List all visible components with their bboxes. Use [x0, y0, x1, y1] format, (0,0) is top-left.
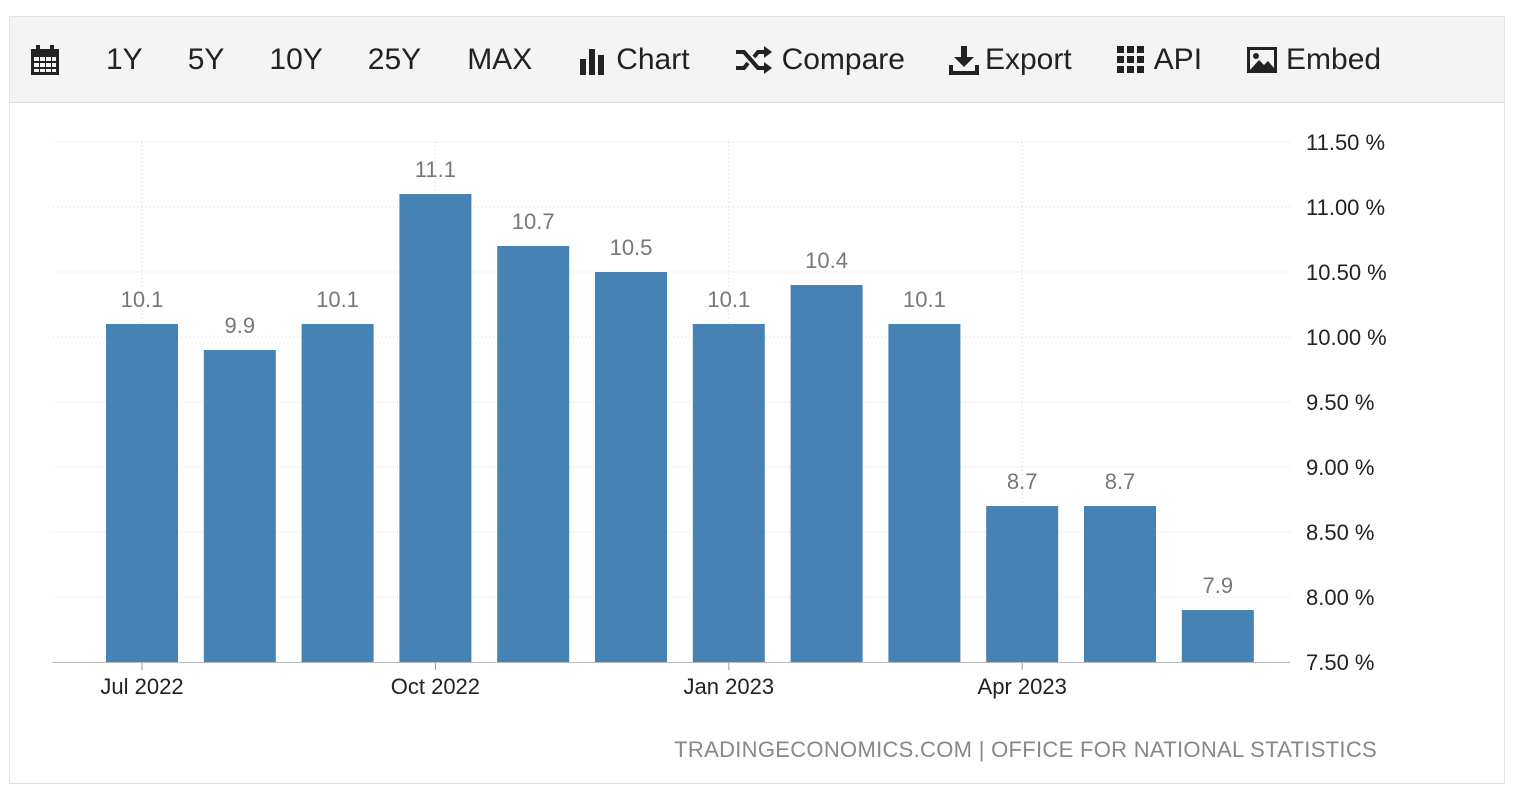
- bar: [790, 285, 863, 662]
- bar: [106, 324, 178, 662]
- range-10y-button[interactable]: 10Y: [269, 42, 323, 76]
- bar-data-label: 11.1: [415, 157, 456, 182]
- y-tick-label: 9.50 %: [1306, 390, 1375, 415]
- y-tick-label: 7.50 %: [1306, 650, 1375, 675]
- bar-data-label: 8.7: [1007, 469, 1038, 494]
- calendar-button[interactable]: [30, 44, 60, 76]
- range-max-button[interactable]: MAX: [467, 42, 533, 76]
- embed-label: Embed: [1286, 42, 1382, 76]
- toolbar: 1Y 5Y 10Y 25Y MAX Chart Compare: [10, 17, 1504, 103]
- grid-icon: [1116, 45, 1144, 73]
- bar: [1181, 610, 1254, 662]
- x-tick-label: Apr 2023: [978, 674, 1067, 699]
- bar: [986, 506, 1059, 662]
- bar-data-label: 10.1: [707, 287, 750, 312]
- source-attribution: TRADINGECONOMICS.COM | OFFICE FOR NATION…: [674, 737, 1377, 762]
- bar-data-label: 10.4: [805, 248, 848, 273]
- bar: [203, 350, 276, 662]
- chart-type-button[interactable]: Chart: [578, 42, 690, 77]
- y-tick-label: 11.50 %: [1306, 130, 1385, 155]
- x-tick-label: Jul 2022: [100, 674, 183, 699]
- api-label: API: [1153, 42, 1203, 76]
- bar: [1084, 506, 1156, 662]
- embed-button[interactable]: Embed: [1246, 43, 1381, 77]
- range-5y-button[interactable]: 5Y: [187, 42, 225, 76]
- y-tick-label: 8.00 %: [1306, 585, 1375, 610]
- bar-data-label: 10.1: [121, 287, 164, 312]
- range-25y-button[interactable]: 25Y: [367, 42, 422, 76]
- bar-data-label: 7.9: [1203, 573, 1234, 598]
- bar: [692, 324, 765, 662]
- range-1y-button[interactable]: 1Y: [106, 42, 143, 76]
- bar-chart-icon: [580, 48, 605, 75]
- bar: [301, 324, 374, 662]
- bar: [497, 246, 570, 662]
- bar-data-label: 10.5: [610, 235, 653, 260]
- x-tick-label: Oct 2022: [391, 674, 480, 699]
- bar-data-label: 8.7: [1105, 469, 1136, 494]
- bar: [399, 194, 472, 662]
- y-tick-label: 10.00 %: [1306, 325, 1387, 350]
- api-button[interactable]: API: [1116, 43, 1202, 77]
- y-tick-label: 10.50 %: [1306, 260, 1387, 285]
- bar-data-label: 9.9: [225, 313, 256, 338]
- bar-data-label: 10.1: [903, 287, 946, 312]
- y-tick-label: 8.50 %: [1306, 520, 1375, 545]
- compare-button[interactable]: Compare: [734, 43, 905, 77]
- bar-data-label: 10.7: [512, 209, 555, 234]
- chart-type-label: Chart: [616, 42, 690, 76]
- export-label: Export: [984, 42, 1072, 76]
- download-icon: [948, 45, 979, 75]
- y-tick-label: 11.00 %: [1306, 195, 1385, 220]
- x-tick-label: Jan 2023: [684, 674, 775, 699]
- export-button[interactable]: Export: [948, 42, 1072, 77]
- bar: [595, 272, 667, 662]
- bar-chart: 11.50 % 11.00 % 10.50 % 10.00 % 9.50 % 9.00 %…: [53, 130, 1387, 699]
- bar: [888, 324, 961, 662]
- compare-label: Compare: [781, 42, 905, 76]
- image-icon: [1247, 46, 1278, 73]
- calendar-icon: [31, 44, 59, 75]
- y-tick-label: 9.00 %: [1306, 455, 1375, 480]
- shuffle-icon: [735, 45, 772, 74]
- bar-data-label: 10.1: [316, 287, 359, 312]
